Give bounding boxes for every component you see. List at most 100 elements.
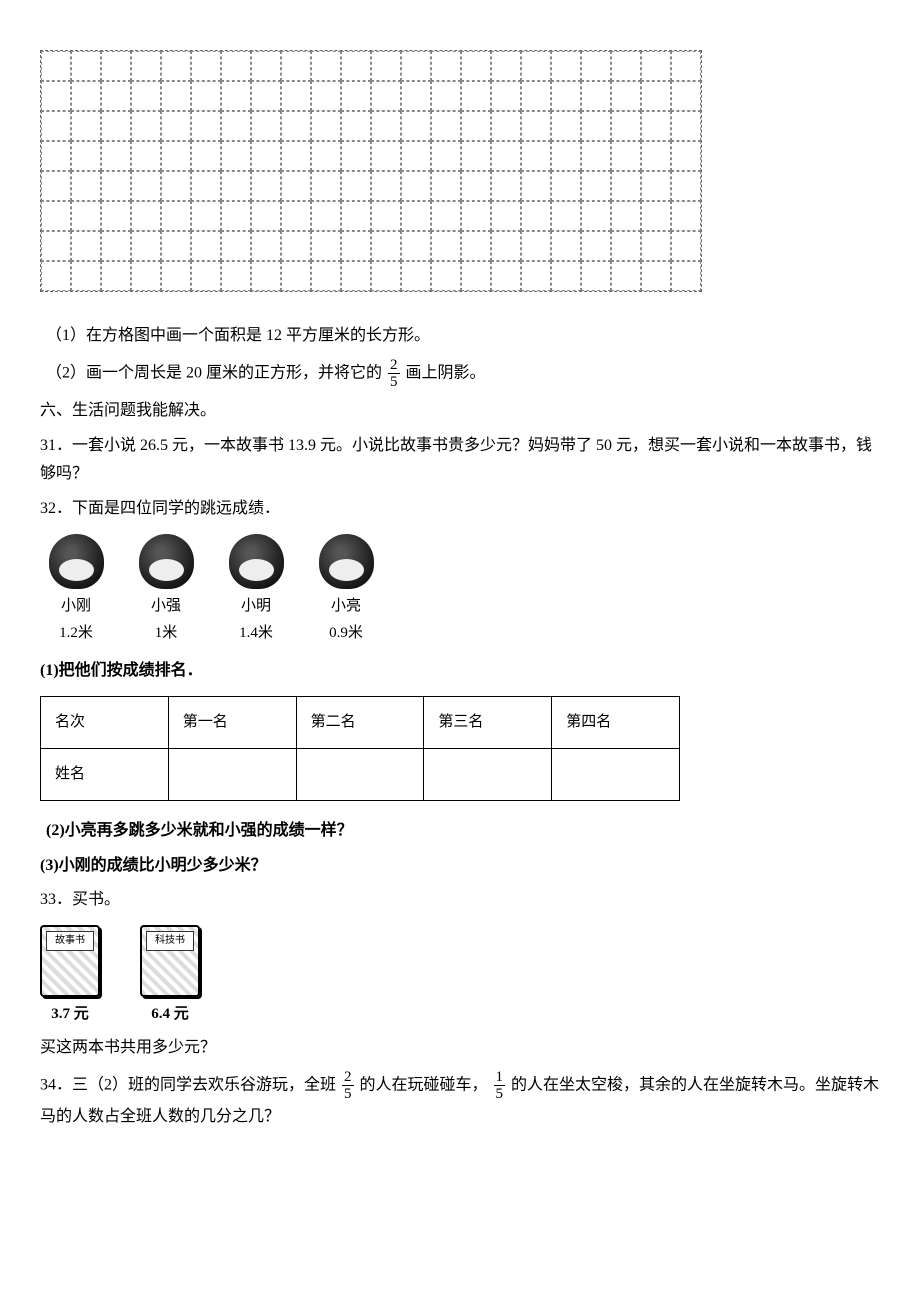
grid-cell — [161, 81, 191, 111]
grid-cell — [461, 171, 491, 201]
grid-cell — [641, 141, 671, 171]
grid-cell — [521, 171, 551, 201]
question-31: 31．一套小说 26.5 元，一本故事书 13.9 元。小说比故事书贵多少元？妈… — [40, 432, 880, 490]
question-33-question: 买这两本书共用多少元？ — [40, 1034, 880, 1063]
grid-cell — [101, 231, 131, 261]
grid-cell — [581, 201, 611, 231]
books-figure: 故事书 3.7 元 科技书 6.4 元 — [40, 925, 880, 1028]
grid-cell — [641, 111, 671, 141]
grid-cell — [41, 81, 71, 111]
grid-cell — [461, 141, 491, 171]
grid-cell — [401, 201, 431, 231]
grid-cell — [341, 231, 371, 261]
grid-cell — [71, 81, 101, 111]
grid-cell — [71, 171, 101, 201]
grid-cell — [281, 231, 311, 261]
grid-cell — [41, 201, 71, 231]
grid-cell — [521, 201, 551, 231]
grid-cell — [431, 141, 461, 171]
grid-cell — [221, 141, 251, 171]
grid-cell — [491, 231, 521, 261]
grid-cell — [611, 51, 641, 81]
grid-cell — [71, 231, 101, 261]
grid-cell — [191, 231, 221, 261]
grid-cell — [341, 81, 371, 111]
table-cell-blank — [552, 748, 680, 800]
grid-cell — [521, 141, 551, 171]
table-header-4th: 第四名 — [552, 696, 680, 748]
grid-cell — [491, 81, 521, 111]
q34-text-b: 的人在玩碰碰车， — [360, 1077, 488, 1094]
fraction-denominator: 5 — [388, 374, 400, 391]
grid-cell — [101, 201, 131, 231]
grid-cell — [551, 261, 581, 291]
fraction-2-5: 2 5 — [388, 357, 400, 391]
q-draw-1: （1）在方格图中画一个面积是 12 平方厘米的长方形。 — [40, 322, 880, 351]
q-draw-2: （2）画一个周长是 20 厘米的正方形，并将它的 2 5 画上阴影。 — [40, 357, 880, 391]
grid-cell — [671, 51, 701, 81]
grid-cell — [521, 261, 551, 291]
grid-cell — [641, 51, 671, 81]
grid-cell — [491, 51, 521, 81]
grid-cell — [671, 231, 701, 261]
grid-cell — [401, 261, 431, 291]
grid-cell — [251, 231, 281, 261]
fraction-numerator: 2 — [388, 357, 400, 375]
grid-cell — [41, 231, 71, 261]
grid-cell — [161, 111, 191, 141]
table-cell-blank — [296, 748, 424, 800]
grid-cell — [251, 171, 281, 201]
book-tech: 科技书 6.4 元 — [140, 925, 200, 1028]
student-xiaoming: 小明 1.4米 — [220, 534, 292, 647]
grid-cell — [371, 171, 401, 201]
grid-cell — [401, 141, 431, 171]
grid-cell — [341, 111, 371, 141]
grid-cell — [521, 81, 551, 111]
grid-cell — [191, 171, 221, 201]
grid-cell — [131, 51, 161, 81]
grid-cell — [131, 111, 161, 141]
grid-cell — [101, 81, 131, 111]
grid-cell — [341, 51, 371, 81]
grid-cell — [581, 51, 611, 81]
table-header-1st: 第一名 — [168, 696, 296, 748]
grid-cell — [131, 171, 161, 201]
grid-cell — [671, 171, 701, 201]
fraction-1-5: 1 5 — [494, 1069, 506, 1103]
grid-cell — [431, 51, 461, 81]
grid-cell — [101, 141, 131, 171]
grid-cell — [131, 261, 161, 291]
fraction-denominator: 5 — [342, 1086, 354, 1103]
table-row: 名次 第一名 第二名 第三名 第四名 — [41, 696, 680, 748]
grid-cell — [521, 231, 551, 261]
grid-cell — [161, 261, 191, 291]
table-header-3rd: 第三名 — [424, 696, 552, 748]
grid-cell — [611, 261, 641, 291]
question-32-sub3: (3)小刚的成绩比小明少多少米？ — [40, 852, 880, 881]
q-draw-2-text-a: （2）画一个周长是 20 厘米的正方形，并将它的 — [46, 364, 382, 381]
students-figure: 小刚 1.2米 小强 1米 小明 1.4米 小亮 0.9米 — [40, 534, 880, 647]
grid-cell — [611, 231, 641, 261]
grid-cell — [611, 141, 641, 171]
grid-cell — [221, 201, 251, 231]
grid-cell — [281, 51, 311, 81]
grid-cell — [41, 51, 71, 81]
grid-cell — [671, 81, 701, 111]
student-name: 小刚 — [61, 593, 91, 620]
grid-cell — [581, 81, 611, 111]
ranking-table: 名次 第一名 第二名 第三名 第四名 姓名 — [40, 696, 680, 801]
grid-cell — [491, 141, 521, 171]
grid-cell — [641, 261, 671, 291]
grid-cell — [641, 231, 671, 261]
question-33-stem: 33．买书。 — [40, 886, 880, 915]
grid-cell — [401, 51, 431, 81]
grid-cell — [341, 201, 371, 231]
grid-cell — [461, 111, 491, 141]
grid-cell — [431, 171, 461, 201]
grid-cell — [611, 111, 641, 141]
book-price: 6.4 元 — [151, 1001, 189, 1028]
grid-cell — [281, 81, 311, 111]
table-header-2nd: 第二名 — [296, 696, 424, 748]
grid-cell — [551, 111, 581, 141]
section-6-heading: 六、生活问题我能解决。 — [40, 397, 880, 426]
